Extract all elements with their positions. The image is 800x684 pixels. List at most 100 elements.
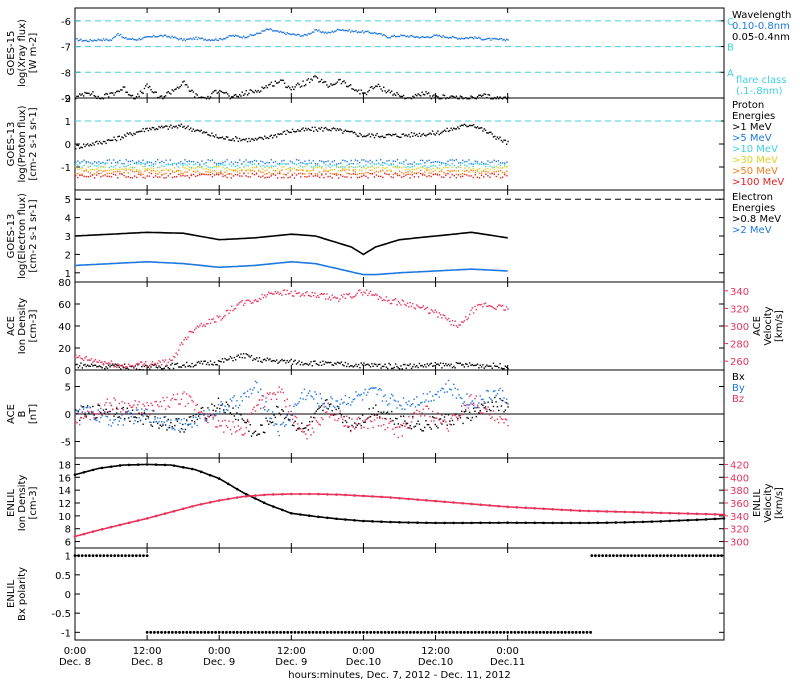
y-tick-label-ace-b: 5	[65, 383, 71, 394]
series-point-ace-density-velocity-1	[343, 293, 345, 296]
series-point-ace-b-1	[156, 417, 159, 419]
series-point-goes13-proton-0	[503, 139, 505, 141]
series-point-ace-density-velocity-0	[453, 365, 455, 368]
series-point-ace-b-0	[233, 415, 236, 417]
series-point-ace-density-velocity-0	[363, 362, 365, 364]
series-point-goes13-proton-1	[392, 160, 394, 162]
series-point-ace-density-velocity-1	[133, 367, 135, 369]
series-point-goes13-proton-4	[117, 170, 119, 173]
series-point-ace-b-2	[475, 395, 477, 397]
series-point-goes15-xray-0	[389, 36, 392, 39]
polarity-point	[203, 630, 207, 634]
series-point-goes15-xray-0	[106, 39, 109, 41]
series-point-goes13-proton-2	[466, 165, 468, 167]
series-point-goes13-proton-0	[238, 137, 241, 140]
series-point-ace-density-velocity-0	[416, 365, 418, 367]
series-point-goes13-proton-5	[455, 176, 458, 179]
polarity-point	[513, 630, 517, 634]
series-point-ace-b-0	[372, 407, 374, 409]
y2-tick-label-enlil-density-velocity: 400	[730, 473, 749, 484]
series-point-ace-density-velocity-1	[126, 366, 128, 368]
series-point-goes15-xray-0	[368, 31, 370, 34]
series-point-goes15-xray-1	[488, 94, 491, 96]
series-point-ace-density-velocity-0	[420, 365, 422, 367]
series-point-goes13-proton-3	[403, 166, 405, 168]
series-point-goes13-proton-5	[173, 176, 176, 178]
series-point-ace-b-1	[231, 400, 233, 402]
series-point-goes13-proton-0	[93, 144, 95, 146]
series-point-goes15-xray-0	[110, 39, 113, 42]
series-point-goes13-proton-2	[499, 164, 502, 167]
series-point-goes15-xray-1	[289, 87, 291, 89]
series-point-ace-b-0	[294, 420, 296, 423]
series-point-goes15-xray-0	[118, 34, 121, 37]
series-point-goes13-proton-3	[98, 167, 100, 169]
series-point-goes15-xray-0	[170, 37, 172, 39]
series-point-goes13-proton-0	[249, 140, 251, 142]
series-point-ace-b-2	[211, 413, 213, 415]
series-point-ace-density-velocity-0	[112, 364, 114, 366]
y-tick-label-ace-density-velocity: 80	[58, 278, 71, 289]
series-point-ace-b-2	[433, 420, 435, 422]
series-point-ace-density-velocity-0	[503, 367, 505, 370]
series-point-ace-density-velocity-1	[441, 317, 443, 319]
series-point-goes13-proton-0	[262, 138, 265, 140]
series-point-goes13-proton-5	[295, 174, 298, 176]
series-point-goes13-proton-1	[157, 159, 159, 161]
series-point-goes13-proton-1	[154, 160, 157, 163]
series-point-goes13-proton-1	[255, 160, 258, 162]
series-marker-enlil-density-velocity-0	[434, 521, 437, 525]
polarity-point	[589, 630, 592, 634]
y-tick-label-enlil-density-velocity: 8	[65, 525, 71, 536]
series-point-ace-b-1	[279, 424, 282, 426]
series-point-goes15-xray-0	[290, 33, 292, 36]
series-point-ace-b-1	[125, 412, 127, 414]
series-point-ace-b-1	[252, 389, 254, 391]
series-point-goes15-xray-0	[450, 37, 452, 39]
series-marker-enlil-density-velocity-1	[578, 509, 582, 513]
polarity-point	[207, 630, 210, 634]
series-marker-enlil-density-velocity-0	[154, 463, 158, 466]
series-point-ace-density-velocity-0	[429, 363, 431, 365]
series-point-ace-b-0	[190, 416, 192, 418]
series-point-goes13-proton-1	[449, 159, 451, 161]
polarity-point	[344, 630, 347, 634]
series-point-goes13-proton-0	[383, 136, 385, 139]
series-point-goes15-xray-1	[163, 96, 165, 98]
series-point-goes15-xray-1	[176, 86, 179, 89]
polarity-point	[531, 630, 535, 634]
series-point-goes13-proton-0	[290, 131, 292, 134]
series-marker-enlil-density-velocity-0	[677, 519, 681, 522]
series-point-goes15-xray-0	[244, 37, 246, 39]
series-point-ace-density-velocity-1	[269, 292, 271, 295]
series-point-ace-b-2	[348, 425, 351, 428]
series-point-goes13-proton-1	[192, 160, 195, 163]
series-point-goes13-proton-2	[161, 165, 163, 167]
series-point-ace-b-0	[342, 421, 344, 424]
series-point-ace-b-1	[293, 405, 295, 408]
series-point-ace-density-velocity-1	[244, 302, 246, 304]
series-point-goes15-xray-0	[476, 37, 479, 40]
series-point-goes15-xray-0	[180, 38, 183, 40]
series-point-goes13-proton-5	[241, 175, 243, 177]
series-point-ace-b-0	[277, 406, 279, 408]
series-point-goes15-xray-1	[356, 90, 358, 93]
x-tick-label-time: 0:00	[496, 646, 518, 657]
series-point-ace-density-velocity-0	[470, 364, 472, 366]
series-point-goes13-proton-1	[483, 162, 485, 165]
series-point-ace-density-velocity-0	[483, 367, 485, 369]
series-point-goes13-proton-1	[102, 161, 104, 164]
series-point-goes13-proton-5	[333, 173, 336, 175]
series-point-goes13-proton-4	[150, 170, 153, 172]
series-point-goes13-proton-1	[112, 159, 115, 161]
series-point-goes13-proton-1	[264, 162, 266, 165]
series-point-ace-b-1	[250, 392, 253, 395]
series-point-ace-density-velocity-1	[461, 321, 463, 323]
series-point-ace-b-1	[467, 404, 470, 406]
series-point-ace-b-1	[221, 404, 224, 406]
series-point-goes15-xray-1	[269, 83, 271, 86]
series-point-ace-b-1	[220, 401, 222, 403]
series-point-goes15-xray-0	[363, 32, 365, 34]
series-point-goes15-xray-1	[496, 96, 499, 98]
series-point-goes13-proton-4	[110, 172, 113, 175]
